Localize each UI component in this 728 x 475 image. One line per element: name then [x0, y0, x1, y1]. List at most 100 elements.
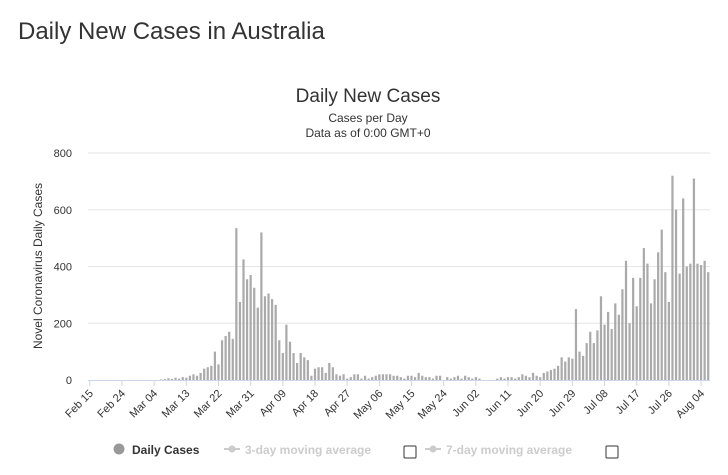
bar[interactable] — [360, 378, 363, 380]
bar[interactable] — [310, 375, 313, 380]
bar[interactable] — [699, 265, 703, 380]
bar[interactable] — [653, 279, 656, 380]
bar[interactable] — [249, 275, 252, 380]
bar[interactable] — [417, 372, 420, 380]
bar[interactable] — [299, 353, 302, 380]
bar[interactable] — [410, 375, 413, 380]
bar[interactable] — [242, 259, 245, 380]
bar[interactable] — [585, 343, 588, 380]
bar[interactable] — [617, 314, 620, 380]
bar[interactable] — [474, 377, 477, 380]
bar[interactable] — [203, 368, 206, 380]
bar[interactable] — [245, 279, 249, 380]
bar[interactable] — [270, 299, 274, 380]
bar[interactable] — [306, 360, 309, 380]
legend-item-daily-cases[interactable]: Daily Cases — [113, 443, 200, 457]
bar[interactable] — [263, 296, 267, 380]
bar[interactable] — [564, 361, 567, 380]
bar[interactable] — [231, 338, 234, 380]
bar[interactable] — [439, 375, 442, 380]
bar[interactable] — [424, 377, 427, 380]
bar[interactable] — [413, 377, 417, 380]
bar[interactable] — [664, 272, 667, 380]
checkbox-7day-average[interactable] — [605, 445, 619, 459]
bar[interactable] — [506, 377, 510, 380]
bar[interactable] — [321, 367, 324, 380]
bar[interactable] — [467, 377, 470, 380]
bar[interactable] — [185, 377, 188, 380]
bar[interactable] — [224, 336, 227, 380]
bar[interactable] — [453, 377, 456, 380]
bar[interactable] — [392, 375, 395, 380]
bar[interactable] — [281, 353, 284, 380]
bar[interactable] — [539, 377, 542, 380]
bar[interactable] — [549, 370, 553, 380]
bar[interactable] — [431, 378, 435, 380]
bar[interactable] — [349, 377, 352, 380]
bar[interactable] — [596, 330, 599, 380]
bar[interactable] — [210, 365, 213, 380]
bar[interactable] — [528, 377, 531, 380]
bar[interactable] — [496, 378, 499, 380]
bar[interactable] — [524, 375, 528, 380]
bar[interactable] — [610, 328, 613, 380]
bar[interactable] — [421, 375, 424, 380]
bar[interactable] — [267, 293, 270, 380]
bar[interactable] — [160, 379, 163, 380]
bar[interactable] — [260, 232, 263, 380]
bar[interactable] — [603, 324, 606, 380]
bar[interactable] — [503, 378, 506, 380]
bar[interactable] — [378, 374, 381, 380]
bar[interactable] — [578, 351, 581, 381]
bar[interactable] — [356, 374, 359, 380]
bar[interactable] — [303, 357, 306, 380]
bar[interactable] — [624, 260, 628, 380]
bar[interactable] — [292, 353, 295, 380]
bar[interactable] — [342, 374, 345, 380]
bar[interactable] — [542, 372, 545, 380]
bar[interactable] — [696, 263, 699, 380]
bar[interactable] — [206, 367, 209, 380]
bar[interactable] — [220, 340, 224, 380]
bar[interactable] — [256, 307, 259, 380]
bar[interactable] — [642, 248, 645, 380]
bar[interactable] — [546, 371, 549, 380]
bar[interactable] — [449, 378, 452, 380]
bar[interactable] — [296, 362, 299, 380]
bar[interactable] — [628, 323, 631, 380]
bar[interactable] — [553, 368, 556, 380]
bar[interactable] — [178, 378, 181, 380]
bar[interactable] — [167, 378, 170, 380]
bar[interactable] — [682, 198, 685, 380]
bar[interactable] — [428, 377, 431, 380]
bar[interactable] — [328, 362, 331, 380]
bar[interactable] — [278, 340, 281, 380]
bar[interactable] — [388, 374, 392, 380]
bar[interactable] — [632, 277, 635, 380]
bar[interactable] — [478, 378, 481, 380]
bar[interactable] — [646, 263, 649, 380]
bar[interactable] — [521, 374, 524, 380]
bar[interactable] — [367, 378, 370, 380]
bar[interactable] — [335, 374, 338, 380]
bar[interactable] — [671, 175, 674, 380]
bar[interactable] — [692, 178, 696, 380]
bar[interactable] — [614, 303, 617, 380]
bar[interactable] — [571, 358, 574, 380]
checkbox-3day-average[interactable] — [403, 445, 417, 459]
bar[interactable] — [317, 367, 320, 380]
bar[interactable] — [510, 377, 513, 380]
bar[interactable] — [703, 260, 706, 380]
bar[interactable] — [371, 377, 374, 380]
bar[interactable] — [499, 377, 502, 380]
bar[interactable] — [188, 375, 191, 380]
bar[interactable] — [446, 377, 449, 380]
bar[interactable] — [607, 311, 610, 380]
bar[interactable] — [253, 287, 256, 380]
bar[interactable] — [235, 228, 238, 380]
bar[interactable] — [649, 303, 653, 380]
bar[interactable] — [385, 374, 388, 380]
bar[interactable] — [353, 374, 356, 380]
bar[interactable] — [556, 365, 560, 380]
bar[interactable] — [406, 375, 410, 380]
